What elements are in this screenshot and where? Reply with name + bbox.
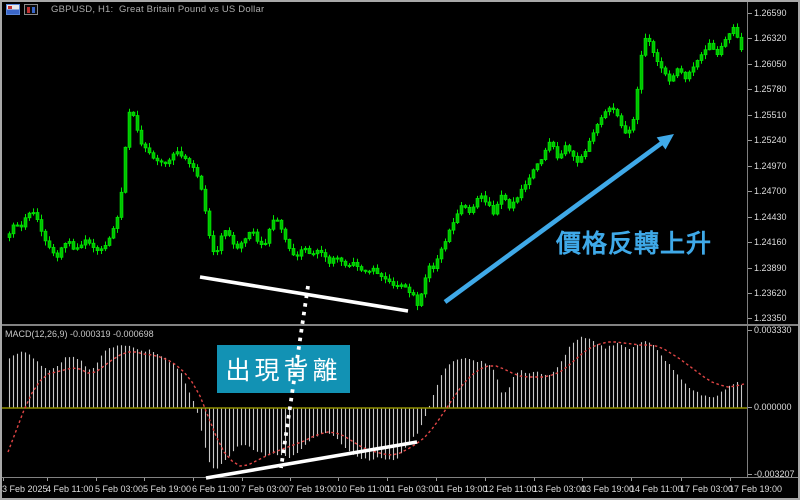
time-axis-label: 6 Feb 11:00 [192, 484, 240, 494]
price-tick [748, 89, 752, 90]
price-tick [748, 293, 752, 294]
time-tick [3, 478, 4, 481]
price-tick [748, 217, 752, 218]
macd-tick [748, 474, 752, 475]
time-axis-label: 17 Feb 19:00 [729, 484, 783, 494]
time-tick [730, 478, 731, 481]
price-tick [748, 64, 752, 65]
time-tick [96, 478, 97, 481]
macd-signal-line [7, 341, 745, 467]
price-axis-label: 1.23350 [754, 313, 787, 323]
time-axis-label: 11 Feb 03:00 [386, 484, 439, 494]
price-axis-label: 1.24700 [754, 186, 787, 196]
macd-indicator-label: MACD(12,26,9) -0.000319 -0.000698 [5, 329, 154, 339]
time-axis-label: 12 Feb 11:00 [484, 484, 537, 494]
price-axis-label: 1.25240 [754, 135, 787, 145]
time-tick [436, 478, 437, 481]
candle-bodies-layer [7, 26, 744, 306]
price-axis-label: 1.26320 [754, 33, 787, 43]
price-tick [748, 13, 752, 14]
price-axis-label: 1.23890 [754, 263, 787, 273]
time-tick [47, 478, 48, 481]
candlestick-chart-icon [24, 4, 38, 15]
time-axis-label: 11 Feb 19:00 [435, 484, 488, 494]
time-axis-label: 13 Feb 03:00 [533, 484, 587, 494]
price-axis-label: 1.24430 [754, 212, 787, 222]
price-tick [748, 115, 752, 116]
time-axis-label: 10 Feb 11:00 [337, 484, 390, 494]
time-axis-label: 13 Feb 19:00 [581, 484, 635, 494]
time-axis-label: 7 Feb 03:00 [241, 484, 290, 494]
time-axis-border [2, 477, 798, 478]
price-axis-label: 1.25780 [754, 84, 787, 94]
time-axis-label: 3 Feb 2025 [2, 484, 48, 494]
price-axis-label: 1.24160 [754, 237, 787, 247]
trend-arrow-head[interactable] [656, 134, 674, 150]
macd-axis-label: 0.000000 [754, 402, 792, 412]
price-axis-label: 1.23620 [754, 288, 787, 298]
macd-trendline[interactable] [205, 440, 418, 480]
time-tick [387, 478, 388, 481]
divergence-label-text: 出現背離 [225, 357, 342, 385]
price-tick [748, 140, 752, 141]
price-tick [748, 191, 752, 192]
time-tick [681, 478, 682, 481]
time-axis-label: 7 Feb 19:00 [289, 484, 338, 494]
price-tick [748, 38, 752, 39]
chart-title: GBPUSD, H1: Great Britain Pound vs US Do… [51, 4, 265, 15]
trend-annotation-text[interactable]: 價格反轉上升 [556, 230, 713, 258]
price-axis-label: 1.26590 [754, 8, 787, 18]
chart-title-bar: GBPUSD, H1: Great Britain Pound vs US Do… [6, 4, 264, 15]
time-axis-label: 5 Feb 03:00 [95, 484, 144, 494]
time-tick [485, 478, 486, 481]
price-axis-label: 1.24970 [754, 161, 787, 171]
price-tick [748, 242, 752, 243]
macd-tick [748, 330, 752, 331]
time-axis-label: 4 Feb 11:00 [46, 484, 94, 494]
price-scale-border[interactable] [747, 2, 748, 477]
time-tick [631, 478, 632, 481]
macd-axis-label: -0.003207 [754, 469, 795, 479]
divergence-label-box[interactable]: 出現背離 [217, 345, 350, 393]
time-axis-label: 17 Feb 03:00 [680, 484, 734, 494]
price-axis-label: 1.26050 [754, 59, 787, 69]
time-axis-label: 5 Feb 19:00 [143, 484, 192, 494]
time-tick [338, 478, 339, 481]
time-tick [144, 478, 145, 481]
price-tick [748, 166, 752, 167]
price-axis-label: 1.25510 [754, 110, 787, 120]
time-tick [242, 478, 243, 481]
divergence-dotted-line[interactable] [279, 285, 310, 469]
time-axis-label: 14 Feb 11:00 [630, 484, 683, 494]
macd-tick [748, 407, 752, 408]
price-tick [748, 318, 752, 319]
trend-arrow-shaft[interactable] [443, 137, 669, 304]
time-tick [534, 478, 535, 481]
macd-axis-label: 0.003330 [754, 325, 792, 335]
time-tick [193, 478, 194, 481]
time-tick [290, 478, 291, 481]
price-trendline[interactable] [199, 275, 409, 313]
time-tick [582, 478, 583, 481]
pane-splitter[interactable] [2, 324, 798, 326]
price-tick [748, 268, 752, 269]
chart-window-icon [6, 4, 20, 15]
